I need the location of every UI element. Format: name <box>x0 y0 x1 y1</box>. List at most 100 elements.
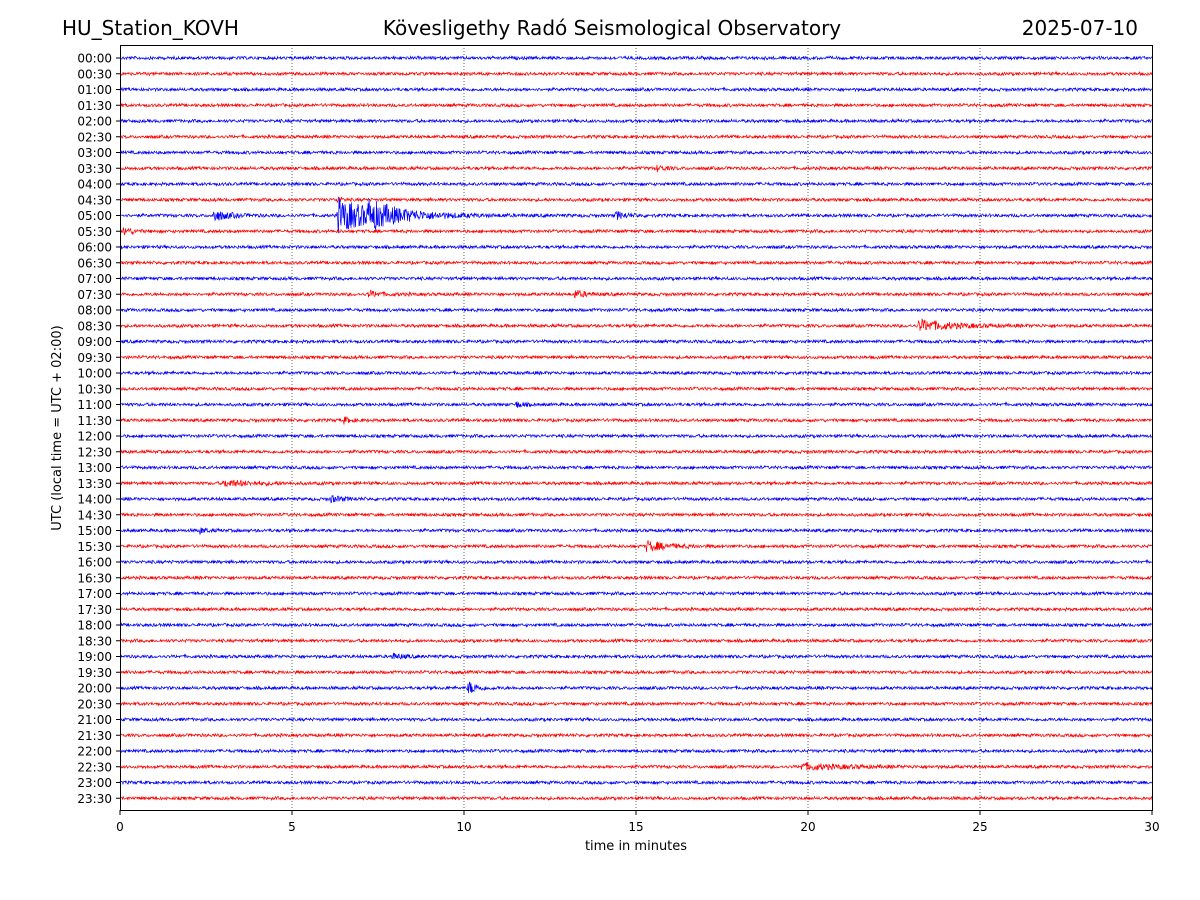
y-tick-label: 09:00 <box>77 335 112 349</box>
trace-line <box>119 700 1153 707</box>
y-tick-label: 23:00 <box>77 776 112 790</box>
observatory-name: Kövesligethy Radó Seismological Observat… <box>383 16 841 40</box>
y-tick-label: 06:00 <box>77 241 112 255</box>
trace-line <box>119 448 1153 455</box>
trace-line <box>119 307 1153 313</box>
y-tick-label: 01:30 <box>77 99 112 113</box>
y-tick-label: 05:30 <box>77 225 112 239</box>
trace-line <box>119 338 1153 345</box>
plot-frame <box>120 45 1153 811</box>
trace-line <box>119 795 1153 802</box>
trace-line <box>119 164 1153 173</box>
trace-line <box>119 197 1153 234</box>
y-tick-label: 20:00 <box>77 682 112 696</box>
y-tick-label: 07:00 <box>77 272 112 286</box>
y-tick-label: 11:30 <box>77 414 112 428</box>
y-tick-label: 10:30 <box>77 382 112 396</box>
y-tick-label: 19:00 <box>77 650 112 664</box>
y-tick-label: 13:30 <box>77 477 112 491</box>
y-tick-label: 00:00 <box>77 52 112 66</box>
trace-line <box>119 243 1153 250</box>
y-tick-label: 06:30 <box>77 256 112 270</box>
y-tick-label: 09:30 <box>77 351 112 365</box>
y-tick-label: 07:30 <box>77 288 112 302</box>
trace-line <box>119 102 1153 109</box>
trace-rows <box>119 55 1153 802</box>
y-tick-label: 14:00 <box>77 493 112 507</box>
trace-line <box>119 117 1153 124</box>
y-tick-label: 17:00 <box>77 587 112 601</box>
y-tick-label: 00:30 <box>77 67 112 81</box>
y-axis-label: UTC (local time = UTC + 02:00) <box>50 325 65 530</box>
grid-lines <box>291 45 981 810</box>
x-tick-label: 25 <box>972 820 987 834</box>
y-tick-label: 03:00 <box>77 146 112 160</box>
y-tick-label: 22:30 <box>77 760 112 774</box>
y-tick-label: 21:30 <box>77 729 112 743</box>
trace-line <box>119 637 1153 644</box>
trace-line <box>119 622 1153 628</box>
x-tick-label: 30 <box>1144 820 1159 834</box>
y-tick-label: 05:00 <box>77 209 112 223</box>
trace-line <box>119 275 1153 282</box>
x-axis-ticks: 0 5 10 15 20 25 30 <box>116 810 1160 834</box>
trace-line <box>119 181 1153 187</box>
trace-line <box>119 511 1153 518</box>
station-name: HU_Station_KOVH <box>62 16 239 40</box>
y-tick-label: 01:00 <box>77 83 112 97</box>
trace-line <box>119 716 1153 723</box>
y-tick-label: 02:00 <box>77 115 112 129</box>
trace-line <box>119 479 1153 488</box>
trace-line <box>119 289 1153 299</box>
y-tick-label: 11:00 <box>77 398 112 412</box>
trace-line <box>119 133 1153 140</box>
y-tick-label: 14:30 <box>77 508 112 522</box>
y-tick-label: 20:30 <box>77 697 112 711</box>
y-tick-label: 04:00 <box>77 178 112 192</box>
trace-line <box>119 149 1153 156</box>
y-tick-label: 02:30 <box>77 130 112 144</box>
x-tick-label: 15 <box>628 820 643 834</box>
x-tick-label: 10 <box>456 820 471 834</box>
trace-line <box>119 86 1153 93</box>
trace-line <box>119 55 1153 62</box>
y-tick-label: 08:30 <box>77 319 112 333</box>
trace-line <box>119 385 1153 392</box>
trace-line <box>119 464 1153 471</box>
trace-line <box>119 606 1153 613</box>
y-tick-label: 12:30 <box>77 445 112 459</box>
record-date: 2025-07-10 <box>1022 16 1138 40</box>
y-tick-label: 21:00 <box>77 713 112 727</box>
y-tick-label: 16:30 <box>77 571 112 585</box>
trace-line <box>119 354 1153 361</box>
trace-line <box>119 70 1153 77</box>
trace-line <box>119 558 1153 565</box>
y-tick-label: 19:30 <box>77 666 112 680</box>
trace-line <box>119 732 1153 739</box>
y-tick-label: 15:00 <box>77 524 112 538</box>
trace-line <box>119 669 1153 676</box>
x-tick-label: 20 <box>800 820 815 834</box>
trace-line <box>119 747 1153 754</box>
trace-line <box>119 318 1153 331</box>
y-tick-label: 18:30 <box>77 634 112 648</box>
y-tick-label: 18:00 <box>77 619 112 633</box>
trace-line <box>119 432 1153 439</box>
trace-line <box>119 527 1153 535</box>
trace-line <box>119 652 1153 660</box>
trace-line <box>119 196 1153 204</box>
trace-line <box>119 416 1153 425</box>
trace-line <box>119 779 1153 786</box>
x-tick-label: 0 <box>116 820 124 834</box>
x-axis-label: time in minutes <box>585 839 687 854</box>
y-tick-label: 15:30 <box>77 540 112 554</box>
y-tick-label: 08:00 <box>77 304 112 318</box>
y-tick-label: 12:00 <box>77 430 112 444</box>
trace-line <box>119 227 1152 236</box>
trace-line <box>119 681 1153 694</box>
y-tick-label: 22:00 <box>77 745 112 759</box>
y-tick-label: 04:30 <box>77 193 112 207</box>
trace-line <box>119 762 1153 771</box>
